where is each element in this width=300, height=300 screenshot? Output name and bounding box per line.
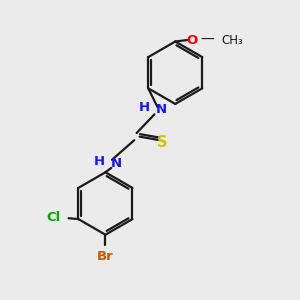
Text: N: N <box>111 157 122 170</box>
Text: —: — <box>200 32 214 46</box>
Text: CH₃: CH₃ <box>221 34 243 46</box>
Text: H: H <box>138 101 149 114</box>
Text: O: O <box>186 34 197 46</box>
Text: S: S <box>157 135 167 150</box>
Text: H: H <box>94 155 105 168</box>
Text: Cl: Cl <box>46 211 61 224</box>
Text: N: N <box>155 103 167 116</box>
Text: Br: Br <box>97 250 114 262</box>
